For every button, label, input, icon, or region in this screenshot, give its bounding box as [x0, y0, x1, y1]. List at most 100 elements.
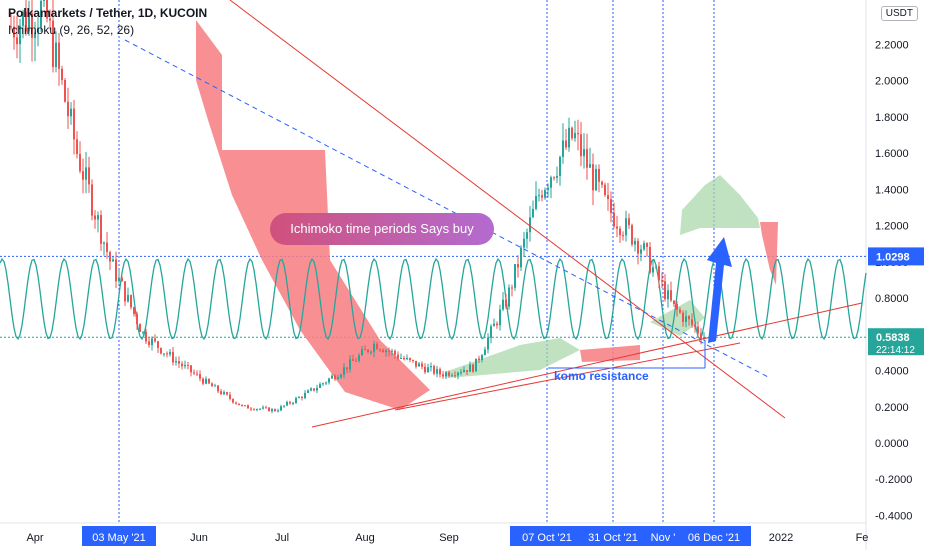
candle	[94, 215, 96, 220]
x-tick-label: Aug	[355, 532, 375, 544]
candle	[151, 338, 153, 346]
chart-title: Polkamarkets / Tether, 1D, KUCOIN	[8, 6, 208, 20]
price-tag-bg	[868, 328, 924, 356]
candle	[157, 341, 159, 348]
candle	[298, 397, 300, 399]
candle	[394, 350, 396, 355]
candle	[307, 390, 309, 393]
candle	[448, 372, 450, 376]
candle	[424, 366, 426, 373]
y-tick-label: 0.8000	[875, 293, 909, 305]
candle	[625, 218, 627, 236]
candle	[13, 26, 15, 38]
kumo-cloud-green	[445, 338, 580, 378]
candle	[406, 358, 408, 360]
candle	[574, 132, 576, 139]
candle	[142, 331, 144, 333]
candle	[487, 337, 489, 350]
candle	[568, 127, 570, 148]
candle	[643, 243, 645, 250]
candle	[190, 365, 192, 373]
candle	[67, 101, 69, 117]
y-tick-label: 1.4000	[875, 184, 909, 196]
y-tick-label: 0.0000	[875, 438, 909, 450]
candle	[589, 164, 591, 168]
candle	[370, 351, 372, 353]
candle	[697, 326, 699, 334]
candle	[259, 408, 261, 410]
candle	[19, 25, 21, 45]
candle	[322, 383, 324, 385]
candle	[469, 364, 471, 372]
candle	[694, 324, 696, 327]
candle	[691, 319, 693, 325]
candle	[484, 349, 486, 356]
candle	[187, 364, 189, 366]
candle	[613, 212, 615, 227]
candle	[544, 190, 546, 198]
candle	[670, 290, 672, 301]
candle	[703, 337, 705, 339]
candle	[286, 402, 288, 406]
y-tick-label: -0.4000	[875, 510, 912, 522]
candle	[421, 363, 423, 367]
candle	[184, 364, 186, 367]
candle	[550, 177, 552, 188]
candle	[436, 369, 438, 374]
y-tick-label: 0.2000	[875, 402, 909, 414]
candle	[658, 266, 660, 281]
candle	[667, 290, 669, 300]
buy-arrow	[707, 237, 732, 343]
candle	[367, 349, 369, 352]
price-tag-label: 0.5838	[876, 332, 910, 344]
sine-wave	[0, 257, 867, 341]
candle	[100, 215, 102, 244]
candle	[346, 367, 348, 370]
candle	[118, 277, 120, 282]
candle	[148, 341, 150, 346]
candle	[52, 20, 54, 68]
candle	[271, 409, 273, 412]
candle	[202, 378, 204, 384]
candle	[301, 397, 303, 399]
candle	[472, 364, 474, 372]
candle	[553, 177, 555, 179]
candle	[340, 374, 342, 378]
candle	[580, 134, 582, 157]
candle	[61, 68, 63, 81]
candle	[76, 139, 78, 154]
candle	[538, 195, 540, 197]
candle	[682, 312, 684, 322]
candle	[586, 149, 588, 168]
currency-badge[interactable]: USDT	[880, 6, 918, 21]
countdown-label: 22:14:12	[876, 345, 915, 356]
x-tick-label: 06 Dec '21	[688, 532, 740, 544]
candle	[199, 374, 201, 379]
candle	[508, 287, 510, 307]
candle	[355, 360, 357, 362]
candle	[622, 235, 624, 237]
x-tick-highlight	[576, 526, 650, 546]
candle	[292, 402, 294, 404]
candle	[262, 407, 264, 409]
candle	[28, 13, 30, 32]
x-tick-label: Nov '	[651, 532, 676, 544]
x-tick-label: 07 Oct '21	[522, 532, 572, 544]
candle	[493, 323, 495, 327]
candle	[196, 373, 198, 375]
candle	[193, 372, 195, 374]
candle	[628, 218, 630, 226]
candle	[361, 349, 363, 356]
candle	[577, 132, 579, 135]
candle	[343, 367, 345, 375]
candle	[319, 384, 321, 388]
candle	[25, 11, 27, 32]
y-tick-label: 1.6000	[875, 148, 909, 160]
candle	[109, 252, 111, 262]
candle	[475, 358, 477, 372]
candle	[139, 324, 141, 332]
candle	[310, 388, 312, 391]
candle	[481, 355, 483, 361]
candle	[385, 350, 387, 353]
